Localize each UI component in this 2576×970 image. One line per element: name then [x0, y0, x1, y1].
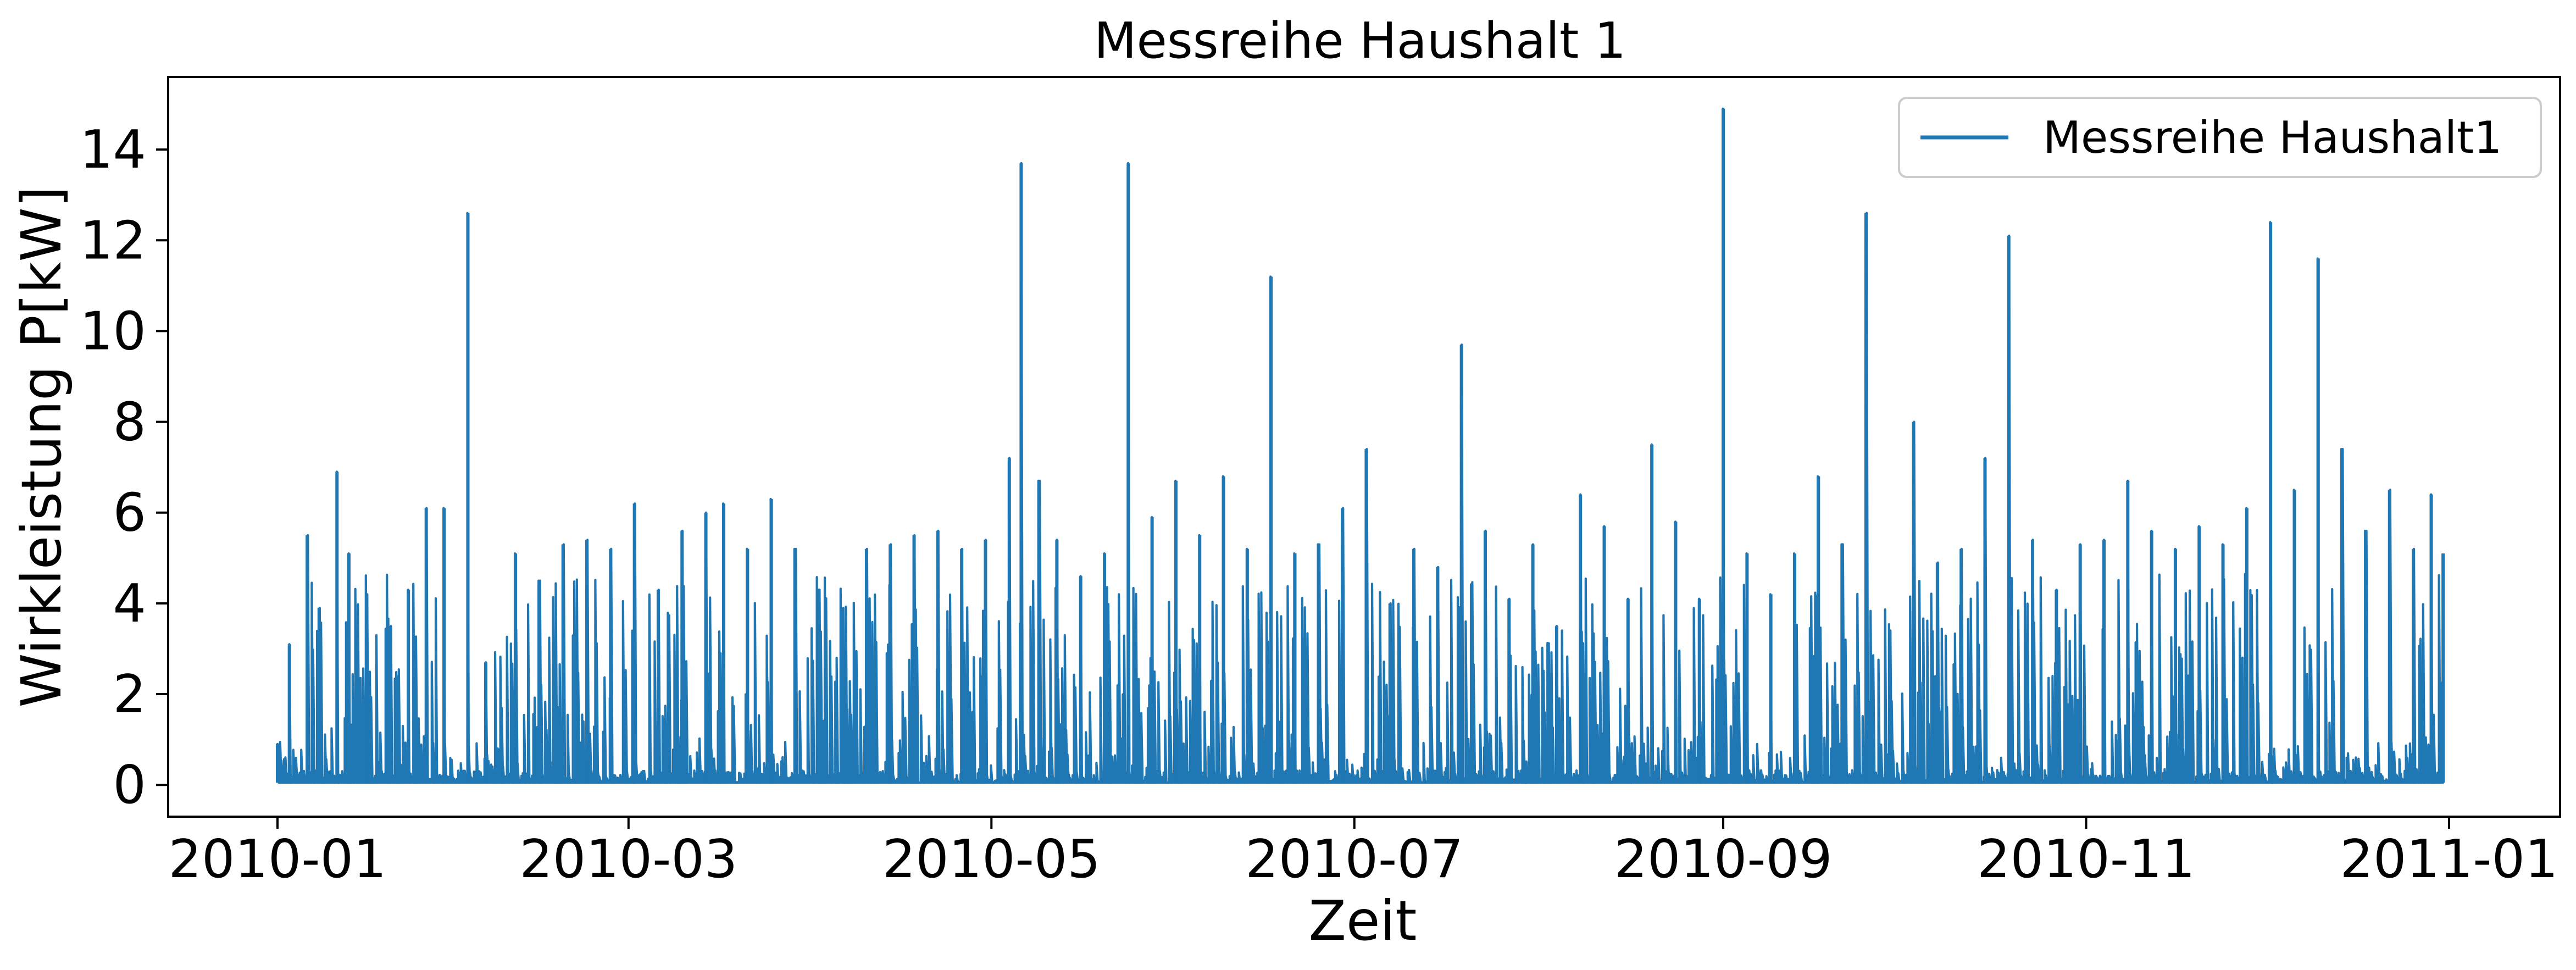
legend: Messreihe Haushalt1: [1898, 97, 2542, 178]
y-axis: 0 2 4 6 8 10 12 14: [80, 120, 168, 816]
y-tick-label: 10: [80, 301, 146, 362]
x-tick-label: 2010-01: [169, 829, 387, 890]
y-tick-label: 14: [80, 120, 146, 180]
y-tick-label: 12: [80, 210, 146, 271]
x-axis: 2010-01 2010-03 2010-05 2010-07 2010-09 2010-…: [169, 817, 2558, 890]
series-layer: [276, 107, 2445, 784]
x-tick-label: 2010-05: [882, 829, 1101, 890]
x-tick-label: 2010-03: [519, 829, 737, 890]
legend-label-messreihe-haushalt1: Messreihe Haushalt1: [2043, 112, 2502, 163]
y-axis-label: Wirkleistung P[kW]: [9, 186, 74, 707]
x-axis-label: Zeit: [1308, 889, 1417, 953]
y-tick-label: 2: [113, 664, 146, 725]
plot-area: [167, 76, 2561, 818]
x-tick-label: 2010-09: [1614, 829, 1833, 890]
x-tick-label: 2011-01: [2340, 829, 2558, 890]
y-tick-label: 6: [113, 483, 146, 544]
y-tick-label: 4: [113, 574, 146, 634]
chart-title: Messreihe Haushalt 1: [1094, 12, 1626, 70]
x-tick-label: 2010-11: [1977, 829, 2195, 890]
legend-box: [1898, 97, 2542, 178]
y-tick-label: 0: [113, 755, 146, 816]
y-tick-label: 8: [113, 392, 146, 453]
x-tick-label: 2010-07: [1245, 829, 1463, 890]
series-line-messreihe-haushalt1: [276, 107, 2444, 784]
